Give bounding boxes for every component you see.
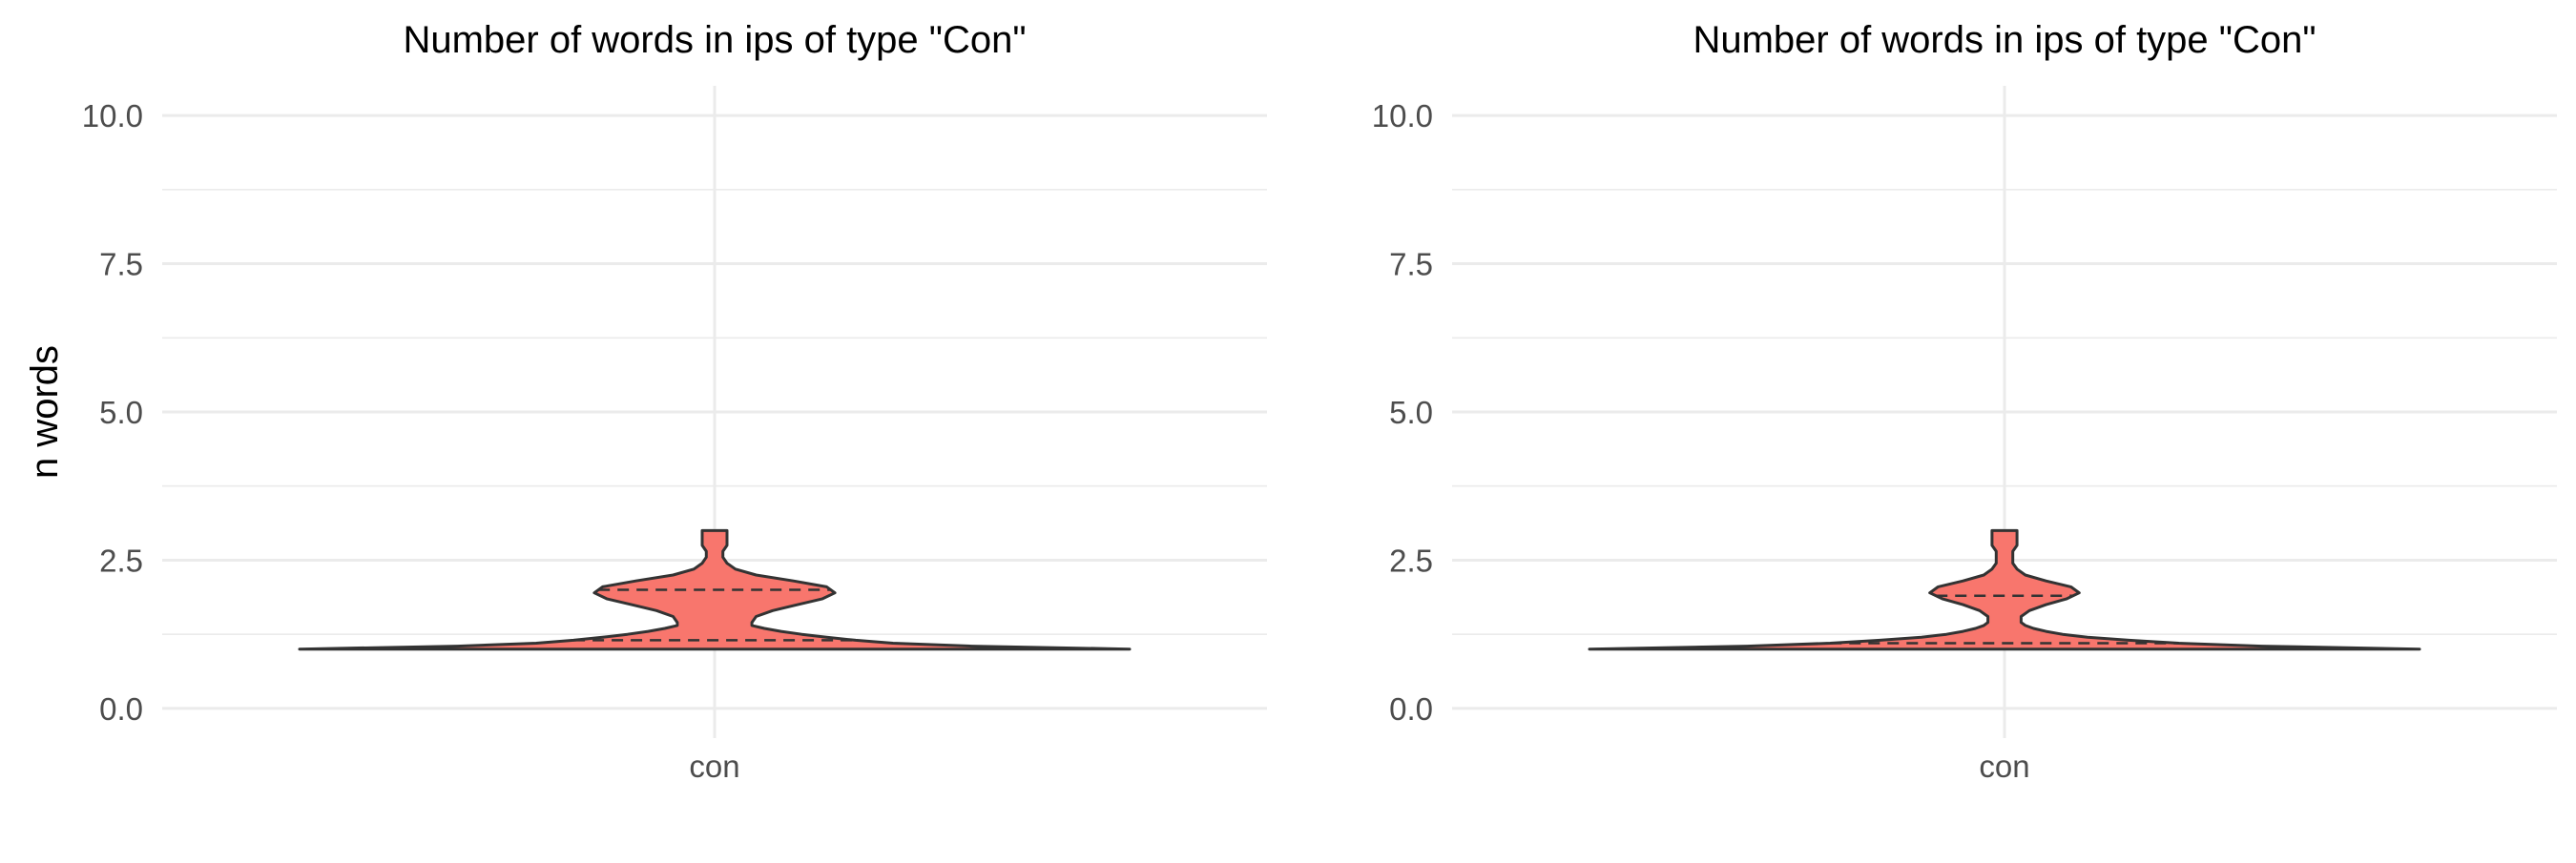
y-tick-label: 2.5 (99, 543, 143, 578)
y-tick-label: 7.5 (99, 247, 143, 282)
y-axis-label: n words (24, 345, 66, 479)
y-tick-label: 10.0 (1372, 98, 1433, 134)
y-tick-label: 5.0 (1389, 395, 1433, 430)
chart-panel-1: 0.0 2.5 5.0 7.5 10.0 con Number of words in ip… (24, 19, 1267, 784)
y-tick-label: 5.0 (99, 395, 143, 430)
y-tick-label: 0.0 (99, 691, 143, 727)
chart-title: Number of words in ips of type "Con" (403, 19, 1026, 61)
violin-body (1588, 528, 2421, 651)
x-tick-label: con (1979, 749, 2029, 784)
y-tick-label: 2.5 (1389, 543, 1433, 578)
chart-title: Number of words in ips of type "Con" (1693, 19, 2316, 61)
y-tick-label: 10.0 (82, 98, 143, 134)
y-tick-label: 0.0 (1389, 691, 1433, 727)
x-tick-label: con (689, 749, 739, 784)
chart-panel-2: 0.0 2.5 5.0 7.5 10.0 con Number of words in ip… (1372, 19, 2557, 784)
y-tick-label: 7.5 (1389, 247, 1433, 282)
